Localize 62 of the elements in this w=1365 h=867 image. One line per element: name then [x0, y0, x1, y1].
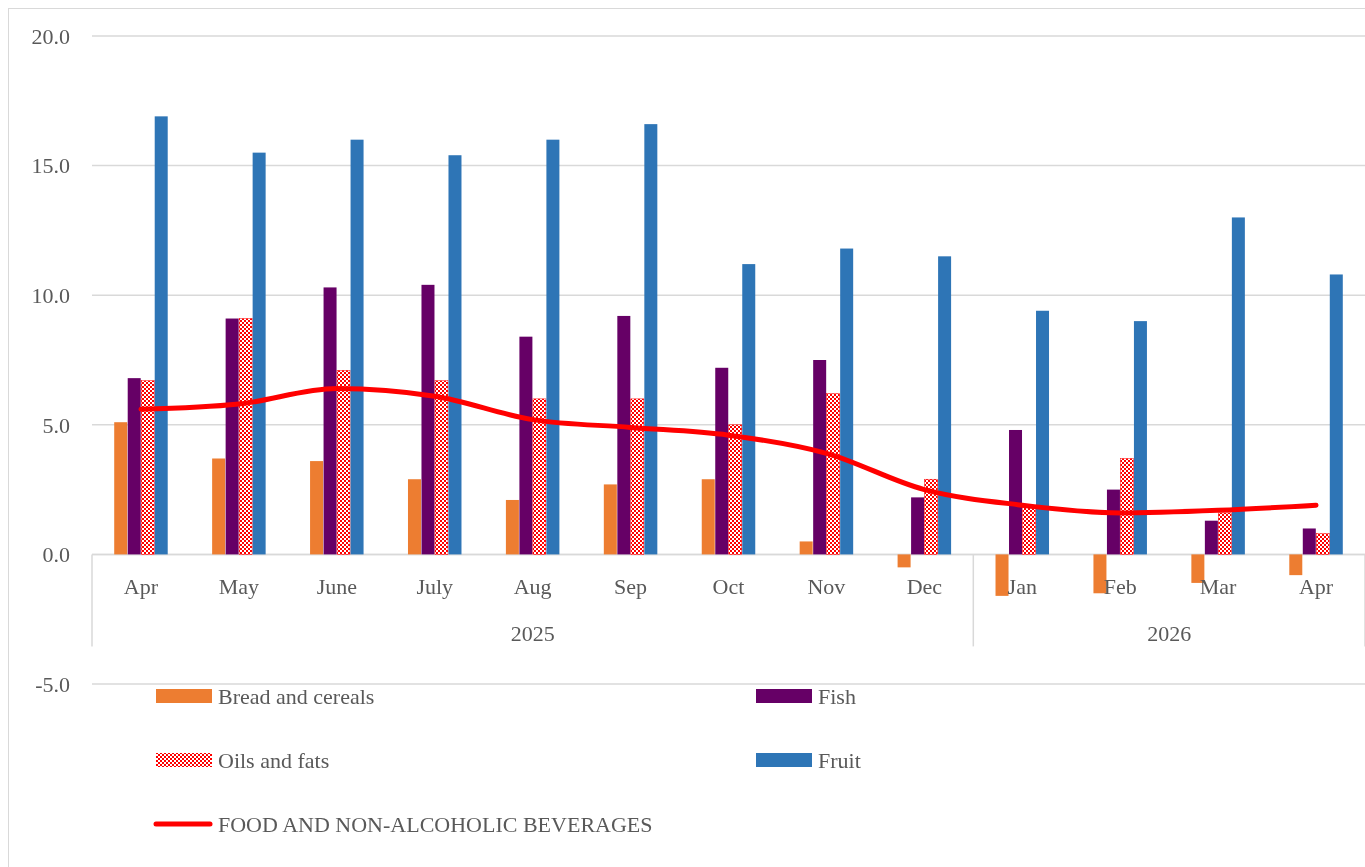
bar	[448, 155, 462, 555]
bar	[212, 458, 226, 555]
annotation: 2025	[510, 621, 555, 647]
bar	[310, 461, 324, 555]
x-tick-label: May	[218, 574, 260, 600]
bar	[1316, 533, 1330, 555]
x-tick-label: Sep	[614, 574, 648, 600]
x-tick-label: Aug	[513, 574, 552, 600]
legend-label: Bread and cereals	[218, 683, 375, 709]
x-tick-label: Apr	[123, 574, 159, 600]
bar	[1289, 554, 1303, 576]
bar	[225, 318, 239, 555]
bar	[911, 497, 925, 555]
legend-label: Oils and fats	[218, 747, 330, 773]
bar	[127, 378, 141, 555]
bar	[938, 256, 952, 555]
bar	[421, 284, 435, 555]
x-tick-label: Mar	[1199, 574, 1238, 600]
bar	[519, 336, 533, 555]
legend-label: Fish	[818, 683, 856, 709]
legend-label: Fruit	[818, 747, 861, 773]
bar	[995, 554, 1009, 596]
bar	[603, 484, 617, 555]
bar	[1302, 528, 1316, 555]
bar	[1231, 217, 1245, 555]
bar	[252, 152, 266, 555]
x-tick-label: Oct	[712, 574, 745, 600]
x-tick-label: July	[416, 574, 454, 600]
y-tick-label: 0.0	[42, 542, 70, 568]
bar	[742, 264, 756, 555]
x-tick-label: Dec	[906, 574, 943, 600]
annotation: 2026	[1147, 621, 1192, 647]
bar	[546, 139, 560, 555]
x-tick-label: June	[316, 574, 357, 600]
bar	[644, 124, 658, 555]
bar	[323, 287, 337, 555]
bar	[350, 139, 364, 555]
x-tick-label: Nov	[807, 574, 846, 600]
bar	[799, 541, 813, 555]
bar	[1329, 274, 1343, 555]
y-tick-label: -5.0	[35, 671, 70, 697]
bar	[813, 360, 827, 555]
bar	[1009, 429, 1023, 555]
bar	[154, 116, 168, 555]
x-tick-label: Apr	[1298, 574, 1334, 600]
y-tick-label: 5.0	[42, 412, 70, 438]
y-tick-label: 10.0	[31, 282, 70, 308]
legend-label: FOOD AND NON-ALCOHOLIC BEVERAGES	[218, 811, 653, 837]
bar	[1106, 489, 1120, 555]
bar	[505, 499, 519, 555]
bar	[1036, 310, 1050, 555]
bar	[617, 315, 631, 555]
bar	[840, 248, 854, 555]
y-tick-label: 15.0	[31, 153, 70, 179]
bar	[407, 479, 421, 555]
bar	[715, 367, 729, 555]
bar	[114, 422, 128, 555]
bar	[1204, 520, 1218, 555]
bar	[701, 479, 715, 555]
bar	[1133, 321, 1147, 555]
y-tick-label: 20.0	[31, 23, 70, 49]
bar	[897, 554, 911, 568]
